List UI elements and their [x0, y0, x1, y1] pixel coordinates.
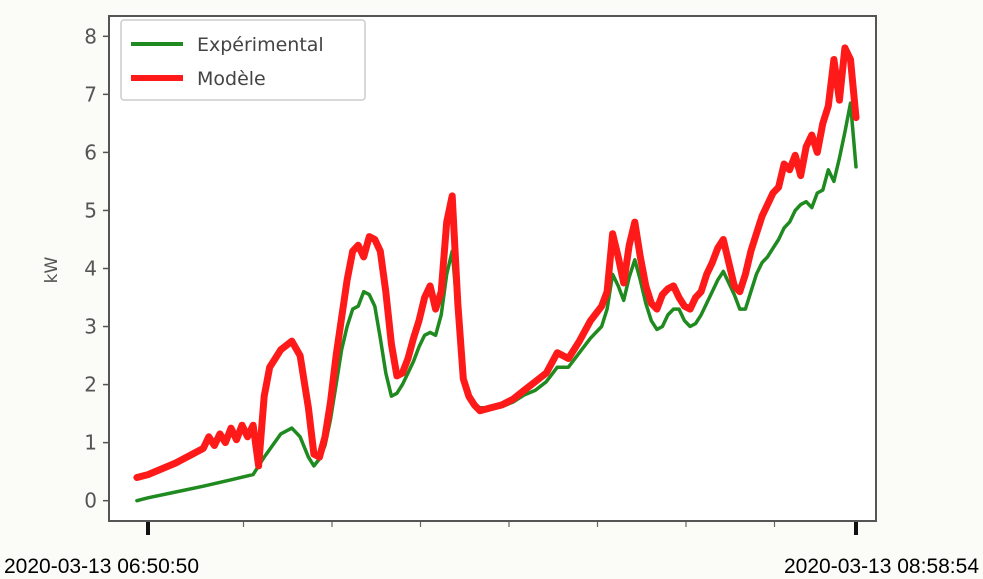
x-axis: 2020-03-13 06:50:50 2020-03-13 08:58:54 [4, 521, 979, 578]
legend: Expérimental Modèle [120, 19, 366, 101]
series-lines [133, 44, 860, 503]
x-tick-label-start: 2020-03-13 06:50:50 [4, 555, 199, 578]
x-tick-label-end: 2020-03-13 08:58:54 [784, 555, 979, 578]
y-axis: 0 1 2 3 4 5 6 7 8 [84, 24, 109, 513]
y-tick-label: 1 [84, 431, 97, 455]
y-tick-label: 0 [84, 489, 97, 513]
y-tick-label: 2 [84, 373, 97, 397]
plot-frame [108, 15, 877, 522]
y-tick-label: 8 [84, 24, 97, 48]
series-line-experimental [135, 101, 858, 503]
y-axis-label: kW [42, 256, 62, 283]
y-tick-label: 7 [84, 82, 97, 106]
series-line-modele [133, 44, 860, 481]
legend-label-modele: Modèle [197, 68, 266, 90]
y-tick-label: 6 [84, 140, 97, 164]
y-tick-label: 5 [84, 198, 97, 222]
y-tick-label: 3 [84, 315, 97, 339]
y-tick-label: 4 [84, 257, 97, 281]
legend-label-experimental: Expérimental [197, 34, 324, 56]
